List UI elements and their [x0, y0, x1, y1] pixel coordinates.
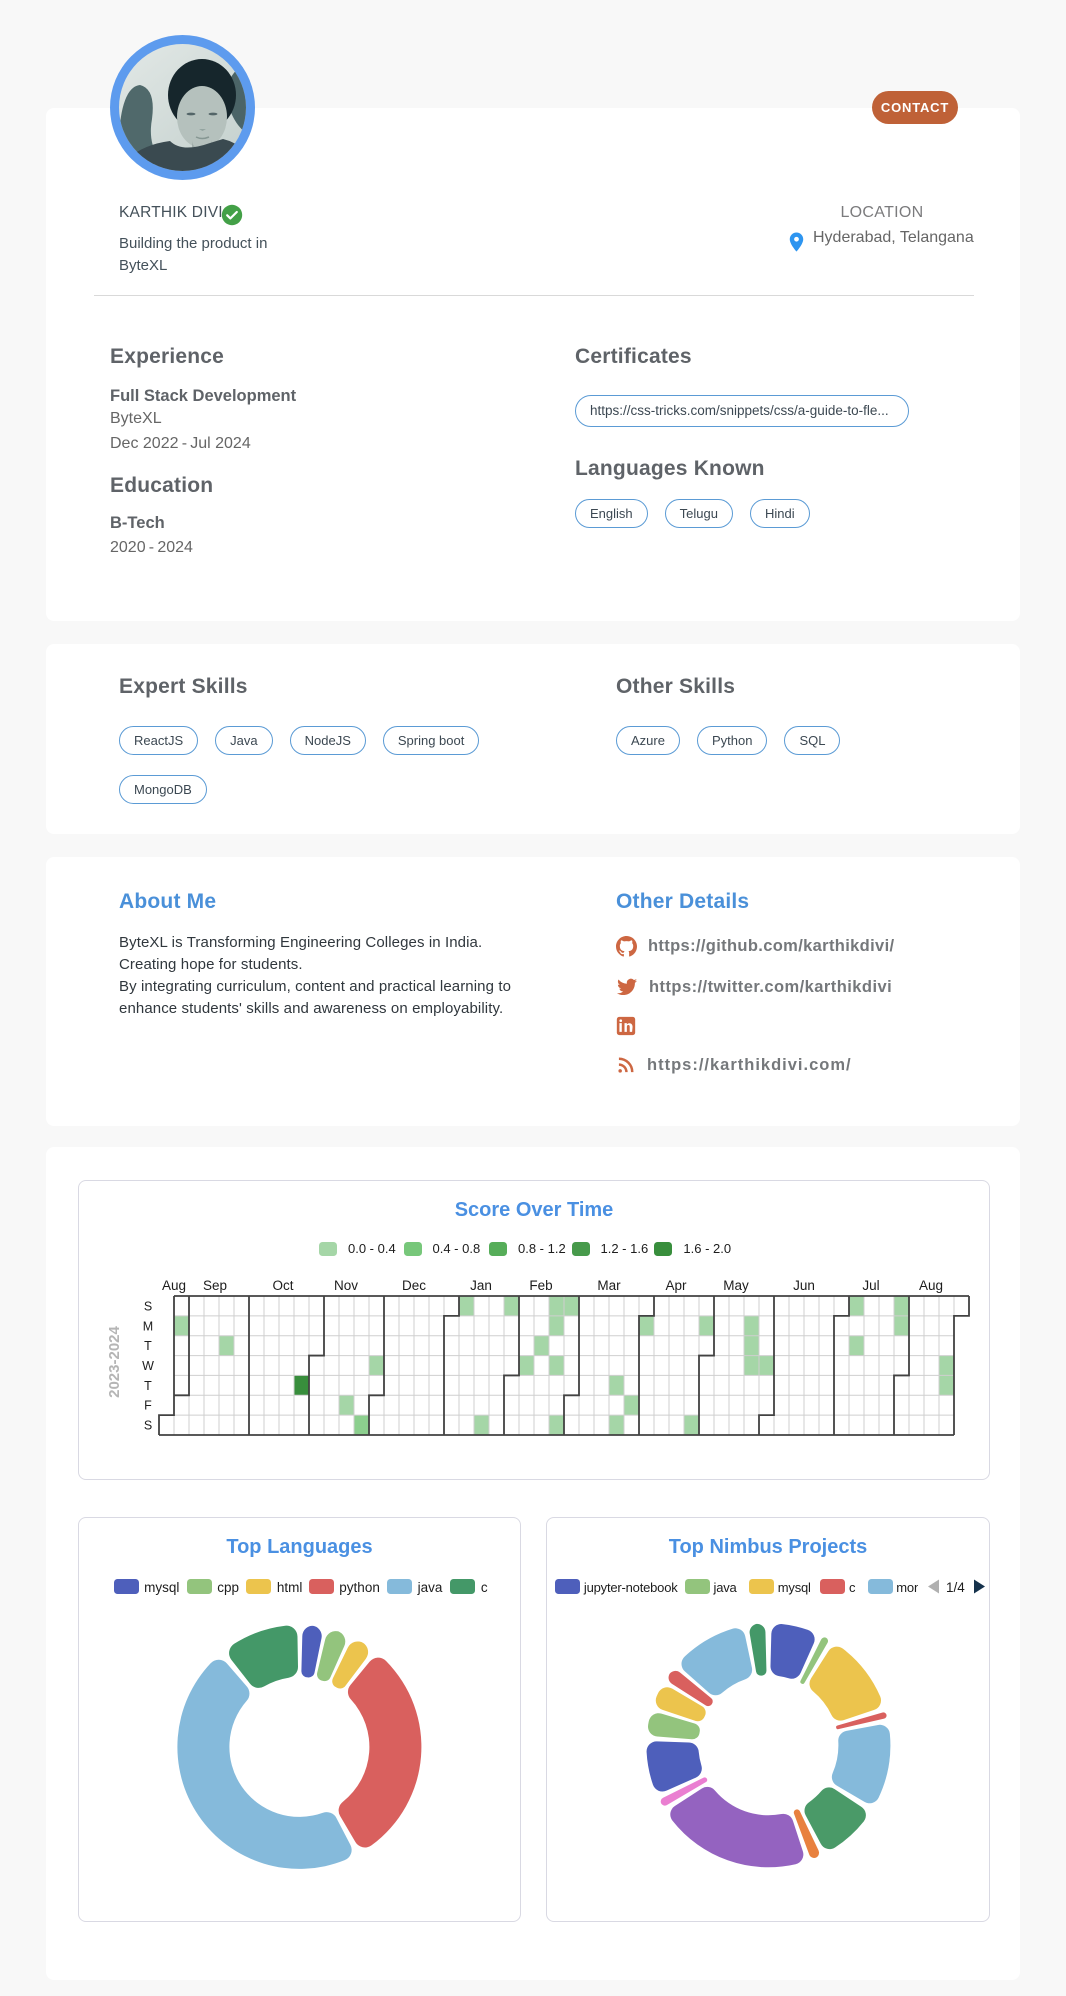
- svg-text:F: F: [144, 1399, 152, 1413]
- svg-text:Mar: Mar: [597, 1278, 621, 1293]
- svg-text:T: T: [144, 1339, 152, 1353]
- svg-text:Aug: Aug: [162, 1278, 186, 1293]
- svg-text:W: W: [142, 1359, 154, 1373]
- svg-text:Dec: Dec: [402, 1278, 426, 1293]
- svg-text:Aug: Aug: [919, 1278, 943, 1293]
- svg-text:M: M: [143, 1319, 153, 1333]
- svg-text:Nov: Nov: [334, 1278, 358, 1293]
- svg-text:Apr: Apr: [665, 1278, 687, 1293]
- svg-text:Sep: Sep: [203, 1278, 227, 1293]
- svg-text:Oct: Oct: [272, 1278, 293, 1293]
- svg-text:T: T: [144, 1379, 152, 1393]
- svg-text:Jul: Jul: [862, 1278, 879, 1293]
- svg-text:May: May: [723, 1278, 749, 1293]
- svg-text:S: S: [144, 1419, 152, 1433]
- svg-text:S: S: [144, 1299, 152, 1313]
- svg-text:Jan: Jan: [470, 1278, 492, 1293]
- svg-text:Feb: Feb: [529, 1278, 552, 1293]
- svg-text:Jun: Jun: [793, 1278, 815, 1293]
- svg-text:2023-2024: 2023-2024: [106, 1325, 123, 1397]
